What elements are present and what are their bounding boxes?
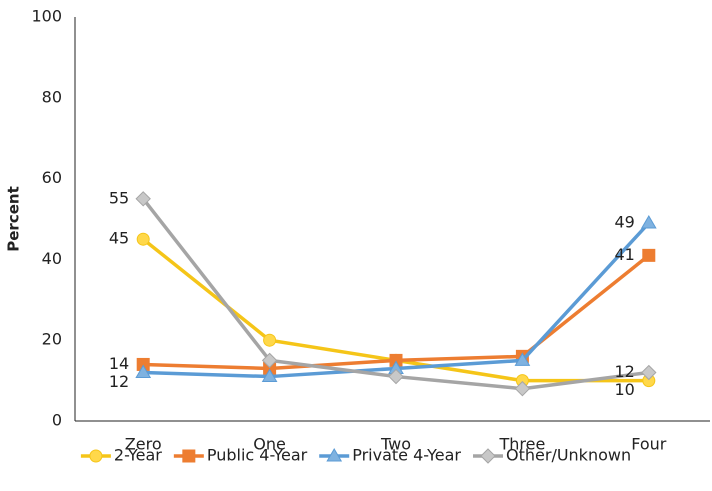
marker bbox=[89, 449, 103, 463]
marker bbox=[261, 368, 278, 383]
marker bbox=[641, 364, 657, 381]
data-label: 12 bbox=[614, 362, 634, 381]
x-tick-label: One bbox=[253, 435, 286, 454]
data-label: 49 bbox=[614, 213, 634, 232]
data-label: 12 bbox=[109, 372, 129, 391]
data-label: 10 bbox=[614, 380, 634, 399]
marker bbox=[388, 368, 404, 385]
data-label: 45 bbox=[109, 229, 129, 248]
marker bbox=[263, 333, 277, 347]
y-tick-label: 0 bbox=[52, 411, 62, 430]
marker bbox=[514, 380, 531, 397]
legend-label: Public 4-Year bbox=[207, 446, 308, 465]
data-label: 55 bbox=[109, 188, 129, 207]
y-tick-label: 80 bbox=[42, 87, 62, 106]
y-axis-title: Percent bbox=[5, 186, 23, 251]
marker bbox=[135, 364, 152, 379]
y-tick-label: 40 bbox=[42, 249, 62, 268]
marker bbox=[326, 448, 343, 462]
legend-label: 2-Year bbox=[114, 446, 162, 465]
x-tick-label: Zero bbox=[125, 435, 162, 454]
marker bbox=[480, 448, 496, 464]
legend-label: Other/Unknown bbox=[506, 446, 631, 465]
marker bbox=[640, 215, 657, 229]
x-tick-label: Three bbox=[498, 435, 545, 454]
marker bbox=[135, 191, 151, 207]
marker bbox=[514, 352, 531, 366]
series-line bbox=[143, 253, 650, 371]
x-tick-label: Two bbox=[380, 435, 411, 454]
y-tick-label: 60 bbox=[42, 168, 62, 187]
data-label: 14 bbox=[109, 354, 129, 373]
y-tick-label: 100 bbox=[31, 7, 62, 26]
data-label: 41 bbox=[614, 245, 634, 264]
x-tick-label: Four bbox=[631, 435, 667, 454]
marker bbox=[136, 232, 150, 246]
marker bbox=[261, 352, 278, 369]
y-tick-label: 20 bbox=[42, 330, 62, 349]
legend: 2-Year Public 4-Year Private 4-Year Other/U… bbox=[80, 446, 631, 465]
marker bbox=[182, 449, 196, 463]
marker bbox=[642, 248, 656, 262]
legend-label: Private 4-Year bbox=[352, 446, 461, 465]
